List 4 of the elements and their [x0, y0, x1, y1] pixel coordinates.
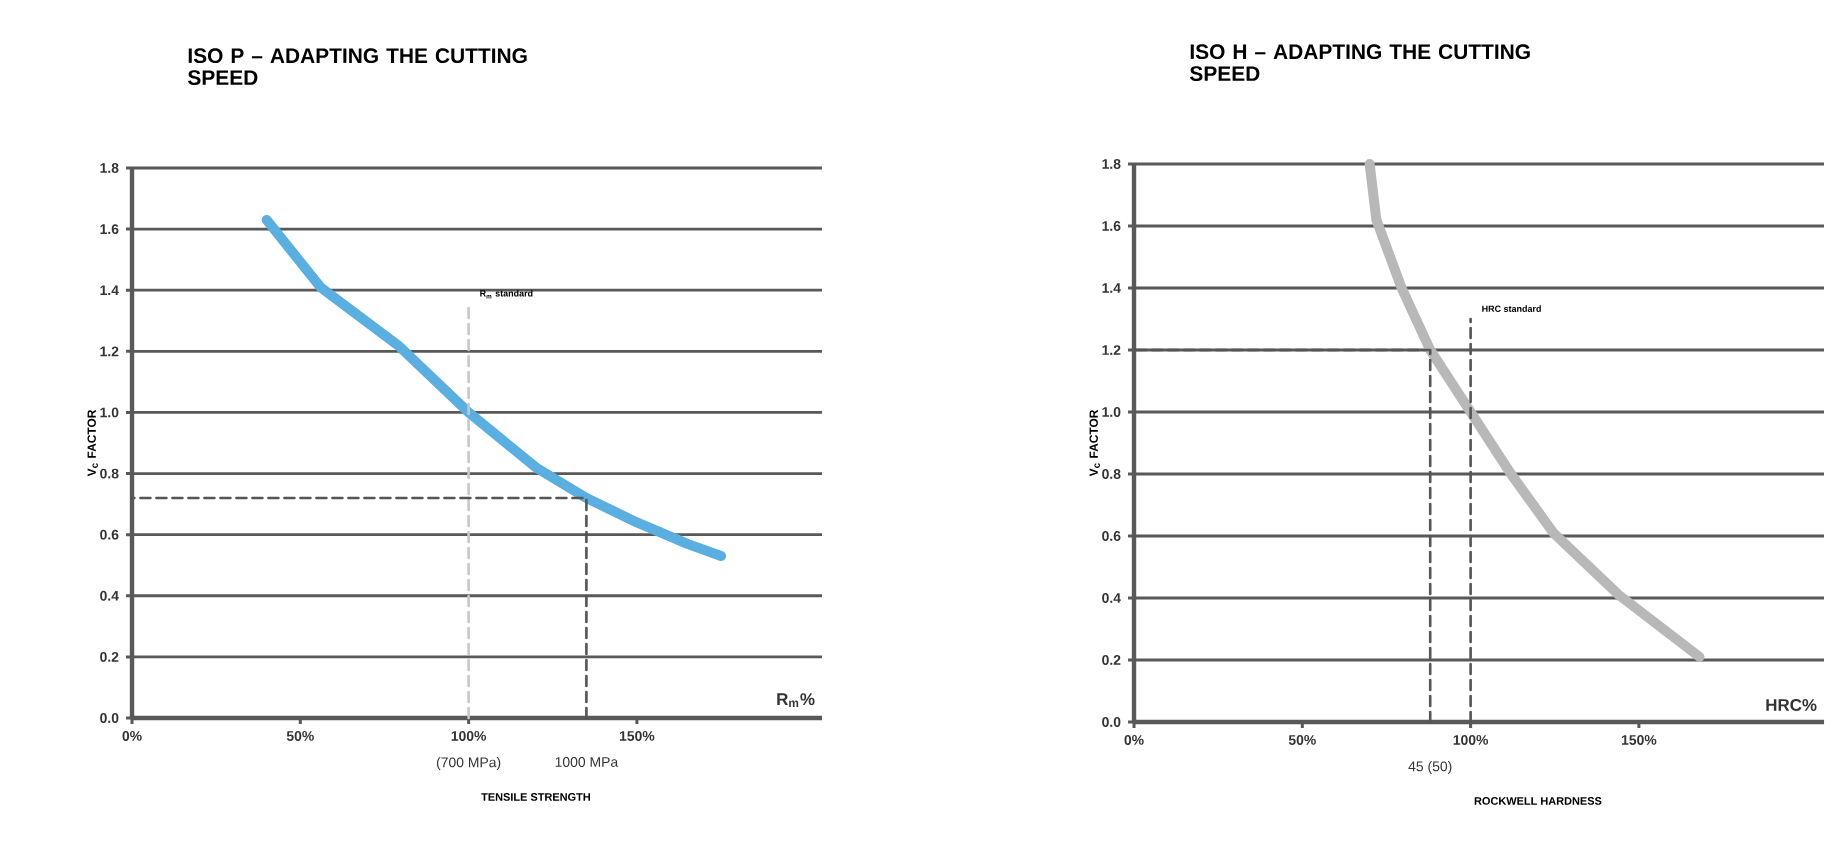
annotation: R$_{m}$% [777, 693, 815, 707]
chart-title: ISO H – ADAPTING THE CUTTING SPEED [1189, 44, 1530, 82]
chart-title: ISO P – ADAPTING THE CUTTING SPEED [187, 48, 527, 86]
annotation: HRC% [1766, 698, 1817, 711]
